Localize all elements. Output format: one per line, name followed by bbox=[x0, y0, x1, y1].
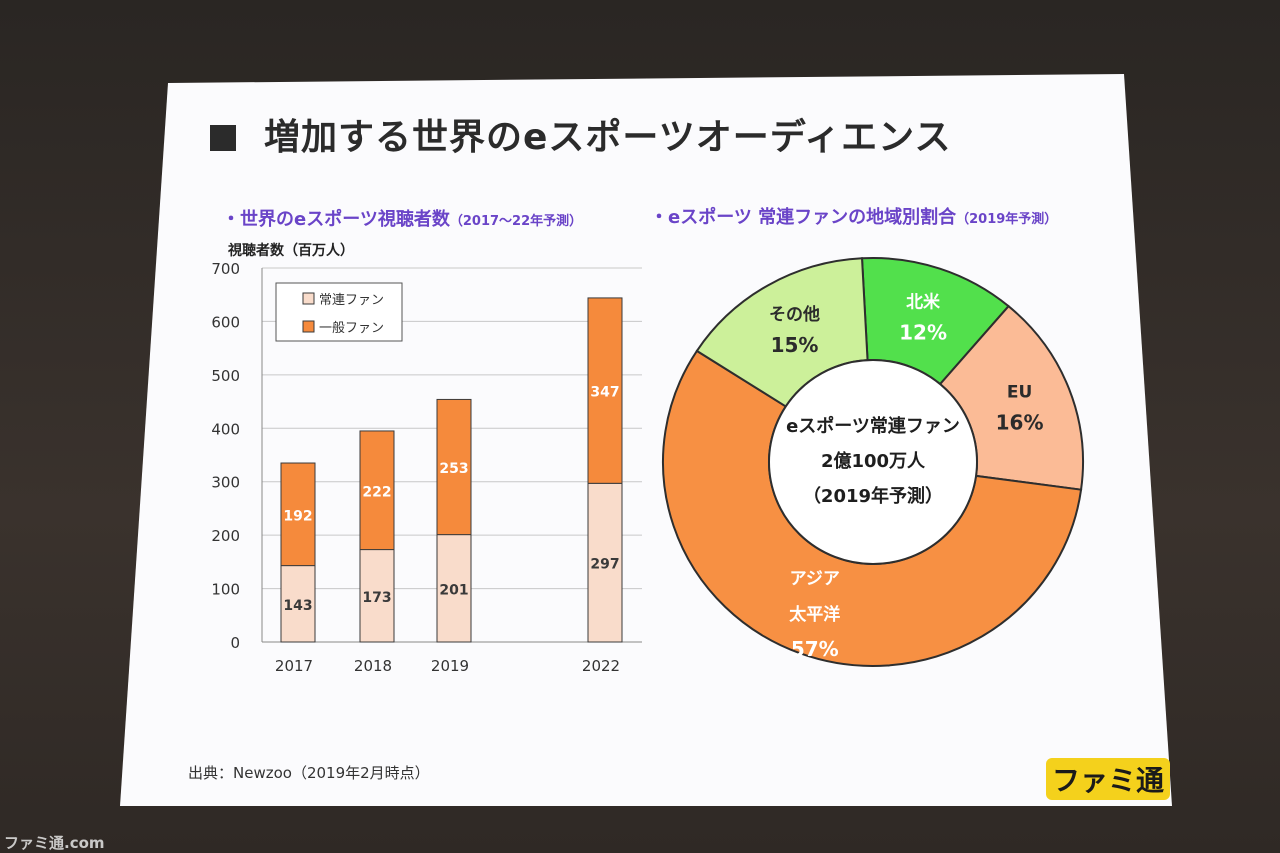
bar-segment bbox=[359, 430, 395, 551]
logo-text: ファミ通 bbox=[1052, 764, 1164, 797]
x-tick-label: 2017 bbox=[275, 657, 313, 675]
x-tick-label: 2019 bbox=[431, 657, 469, 675]
watermark: ファミ通.com bbox=[4, 834, 105, 852]
slice-label: 北米 bbox=[906, 291, 941, 312]
bar-chart-subtitle-text: ・世界のeスポーツ視聴者数 bbox=[222, 209, 450, 230]
y-axis-title: 視聴者数（百万人） bbox=[228, 243, 354, 259]
famitsu-logo: ファミ通 bbox=[1046, 758, 1170, 800]
slice-label: その他 bbox=[769, 304, 820, 325]
slice-value-label: 16% bbox=[996, 410, 1044, 434]
bar-value-label: 253 bbox=[439, 461, 468, 477]
slice-label: 太平洋 bbox=[789, 604, 840, 625]
y-tick-label: 400 bbox=[211, 420, 240, 438]
bar-value-label: 143 bbox=[283, 598, 312, 614]
bar-value-label: 347 bbox=[590, 385, 619, 401]
slide-title: 増加する世界のeスポーツオーディエンス bbox=[210, 108, 951, 160]
x-tick-label: 2022 bbox=[582, 657, 620, 675]
donut-center-text: eスポーツ常連ファン bbox=[786, 415, 960, 437]
bar-value-label: 192 bbox=[283, 508, 312, 524]
source-citation: 出典：Newzoo（2019年2月時点） bbox=[188, 764, 430, 782]
bar-segment bbox=[359, 549, 395, 643]
bar-value-label: 201 bbox=[439, 582, 468, 598]
y-tick-label: 100 bbox=[211, 581, 240, 599]
y-tick-label: 300 bbox=[211, 474, 240, 492]
donut-center-text: 2億100万人 bbox=[821, 450, 926, 472]
bar-segment bbox=[280, 462, 316, 567]
donut-center-text: （2019年予測） bbox=[803, 485, 943, 507]
slice-label: アジア bbox=[790, 569, 840, 589]
donut-chart-subtitle-text: ・eスポーツ 常連ファンの地域別割合 bbox=[650, 207, 957, 228]
bar-segment bbox=[436, 398, 472, 536]
bar-value-label: 297 bbox=[590, 557, 619, 573]
bar-chart-subtitle: ・世界のeスポーツ視聴者数（2017〜22年予測） bbox=[222, 205, 582, 231]
bar-chart-subtitle-note: （2017〜22年予測） bbox=[449, 214, 583, 229]
legend-label: 常連ファン bbox=[319, 293, 384, 308]
slice-label: EU bbox=[1007, 382, 1032, 402]
bar-segment bbox=[587, 297, 623, 484]
legend-swatch bbox=[302, 320, 315, 333]
legend-swatch bbox=[302, 292, 315, 305]
slice-value-label: 57% bbox=[791, 637, 839, 661]
y-tick-label: 500 bbox=[211, 367, 240, 385]
y-tick-label: 200 bbox=[211, 527, 240, 545]
donut-chart-subtitle-note: （2019年予測） bbox=[956, 212, 1058, 227]
y-tick-label: 700 bbox=[211, 260, 240, 278]
square-bullet-icon bbox=[210, 125, 236, 151]
slide-title-text: 増加する世界のeスポーツオーディエンス bbox=[264, 117, 952, 158]
legend-label: 一般ファン bbox=[319, 320, 384, 336]
legend-box bbox=[275, 282, 403, 342]
donut-hole bbox=[768, 359, 978, 565]
slice-value-label: 12% bbox=[899, 320, 947, 344]
x-tick-label: 2018 bbox=[354, 657, 392, 675]
bar-segment bbox=[587, 482, 623, 643]
y-tick-label: 600 bbox=[211, 313, 240, 331]
slice-value-label: 15% bbox=[771, 333, 819, 357]
bar-value-label: 222 bbox=[362, 484, 391, 500]
bar-value-label: 173 bbox=[362, 590, 391, 606]
donut-chart-subtitle: ・eスポーツ 常連ファンの地域別割合（2019年予測） bbox=[650, 203, 1057, 229]
y-tick-label: 0 bbox=[230, 634, 240, 652]
